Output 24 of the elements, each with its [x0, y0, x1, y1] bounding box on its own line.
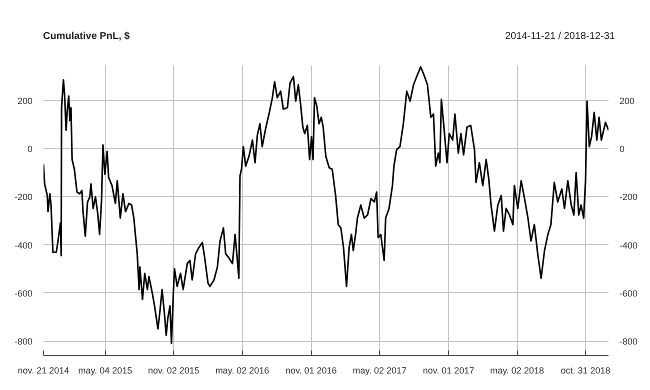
- y-tick-label: -600: [14, 288, 32, 298]
- y-tick-label: -400: [14, 240, 32, 250]
- y-tick-label: -800: [14, 336, 32, 347]
- x-tick-label: nov. 21 2014: [18, 366, 70, 376]
- x-tick-label: may. 04 2015: [78, 366, 132, 376]
- chart-title: Cumulative PnL, $: [43, 30, 130, 44]
- y2-tick-label: -600: [620, 288, 638, 298]
- y2-tick-label: 200: [620, 96, 635, 106]
- y2-tick-label: 0: [620, 144, 625, 154]
- chart-subtitle: 2014-11-21 / 2018-12-31: [505, 30, 615, 44]
- y-tick-label: -200: [14, 192, 32, 202]
- x-tick-label: nov. 02 2015: [148, 366, 200, 376]
- y2-tick-label: -400: [620, 240, 638, 250]
- y-tick-label: 200: [17, 96, 33, 106]
- y2-tick-label: -200: [620, 192, 638, 202]
- x-tick-label: nov. 01 2017: [422, 366, 474, 376]
- line-series: [44, 66, 608, 344]
- y2-tick-label: -800: [620, 336, 638, 347]
- x-tick-label: may. 02 2018: [490, 366, 544, 376]
- y-tick-label: 0: [27, 144, 33, 154]
- x-tick-label: oct. 31 2018: [560, 366, 610, 376]
- x-tick-label: may. 02 2016: [215, 366, 270, 376]
- x-tick-label: nov. 01 2016: [285, 366, 337, 376]
- x-tick-label: may. 02 2017: [352, 366, 407, 376]
